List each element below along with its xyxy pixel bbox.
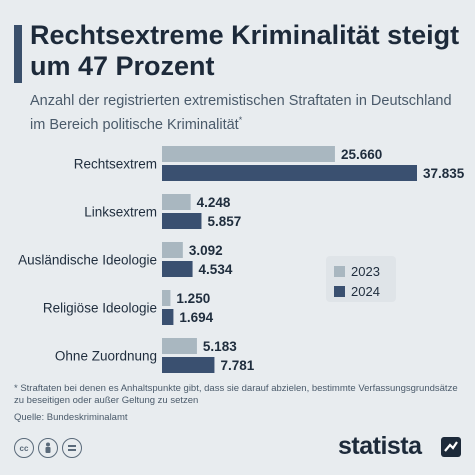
value-label-ausl-ndische-ideologie-2023: 3.092	[189, 243, 223, 258]
bar-ausl-ndische-ideologie-2023[interactable]	[162, 242, 183, 258]
subtitle-footnote-mark: *	[238, 115, 243, 125]
chart-title: Rechtsextreme Kriminalität steigt um 47 …	[30, 20, 460, 81]
legend-label-2023: 2023	[351, 263, 380, 279]
category-label-ausl-ndische-ideologie: Ausländische Ideologie	[18, 253, 157, 268]
equals-icon	[68, 445, 76, 451]
bar-religi-se-ideologie-2024[interactable]	[162, 309, 174, 325]
value-label-ohne-zuordnung-2023: 5.183	[203, 339, 237, 354]
value-label-linksextrem-2023: 4.248	[197, 195, 231, 210]
value-label-ausl-ndische-ideologie-2024: 4.534	[199, 262, 233, 277]
value-label-rechtsextrem-2023: 25.660	[341, 147, 382, 162]
cc-icon[interactable]: cc	[14, 438, 34, 458]
legend-swatch-2024	[334, 285, 345, 297]
value-label-ohne-zuordnung-2024: 7.781	[220, 358, 254, 373]
value-label-rechtsextrem-2024: 37.835	[423, 166, 465, 181]
by-icon[interactable]	[38, 438, 58, 458]
category-label-rechtsextrem: Rechtsextrem	[74, 157, 157, 172]
category-label-linksextrem: Linksextrem	[84, 205, 157, 220]
bar-linksextrem-2023[interactable]	[162, 194, 191, 210]
legend-label-2024: 2024	[351, 283, 380, 299]
statista-logo[interactable]: statista	[338, 432, 422, 460]
bar-rechtsextrem-2024[interactable]	[162, 165, 417, 181]
person-icon	[45, 442, 51, 453]
value-label-religi-se-ideologie-2023: 1.250	[176, 291, 210, 306]
legend-item-2023: 2023	[334, 262, 396, 280]
bar-linksextrem-2024[interactable]	[162, 213, 202, 229]
statista-logo-mark-icon	[441, 437, 461, 457]
legend-swatch-2023	[334, 265, 345, 277]
bar-ohne-zuordnung-2024[interactable]	[162, 357, 215, 373]
nd-icon[interactable]	[62, 438, 82, 458]
bar-religi-se-ideologie-2023[interactable]	[162, 290, 171, 306]
subtitle-text: Anzahl der registrierten extremistischen…	[30, 93, 452, 133]
value-label-linksextrem-2024: 5.857	[207, 214, 241, 229]
chart-subtitle: Anzahl der registrierten extremistischen…	[30, 92, 470, 135]
bar-chart: Rechtsextrem 25.660 37.835 Linksextrem 4.248…	[18, 146, 465, 373]
title-accent-bar	[14, 25, 22, 83]
category-label-ohne-zuordnung: Ohne Zuordnung	[55, 349, 157, 364]
footnote: * Straftaten bei denen es Anhaltspunkte …	[14, 383, 458, 406]
category-label-religi-se-ideologie: Religiöse Ideologie	[43, 301, 157, 316]
bar-rechtsextrem-2023[interactable]	[162, 146, 335, 162]
bar-ausl-ndische-ideologie-2024[interactable]	[162, 261, 193, 277]
value-label-religi-se-ideologie-2024: 1.694	[179, 310, 213, 325]
bar-ohne-zuordnung-2023[interactable]	[162, 338, 197, 354]
source-note: Quelle: Bundeskriminalamt	[14, 412, 128, 423]
legend: 2023 2024	[326, 256, 396, 302]
legend-item-2024: 2024	[334, 282, 396, 300]
license-icons: cc	[14, 438, 82, 458]
